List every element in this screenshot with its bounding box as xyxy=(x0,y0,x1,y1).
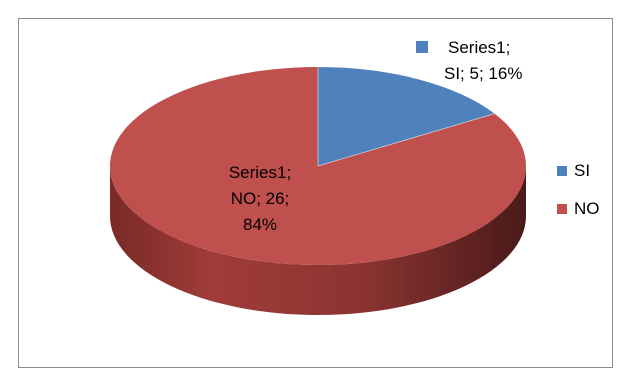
data-label-no-line1: Series1; xyxy=(228,163,292,182)
legend-swatch-si xyxy=(557,166,567,176)
data-label-si-line1: Series1; xyxy=(448,38,511,57)
legend-item-no: NO xyxy=(557,198,600,220)
legend-label-no: NO xyxy=(574,199,600,218)
data-label-si-line2: SI; 5; 16% xyxy=(444,64,523,83)
legend: SI NO xyxy=(557,160,600,236)
data-label-no: Series1; NO; 26; 84% xyxy=(200,160,320,238)
legend-swatch-no xyxy=(557,204,567,214)
data-label-si: Series1; SI; 5; 16% xyxy=(416,35,566,87)
data-label-si-swatch xyxy=(416,40,428,53)
legend-item-si: SI xyxy=(557,160,600,182)
data-label-no-line3: 84% xyxy=(242,215,278,234)
legend-label-si: SI xyxy=(574,161,591,180)
pie-side-no xyxy=(110,166,526,315)
pie-slice-divider xyxy=(317,67,495,167)
data-label-no-line2: NO; 26; xyxy=(230,189,290,208)
pie-slice-si xyxy=(318,67,495,166)
